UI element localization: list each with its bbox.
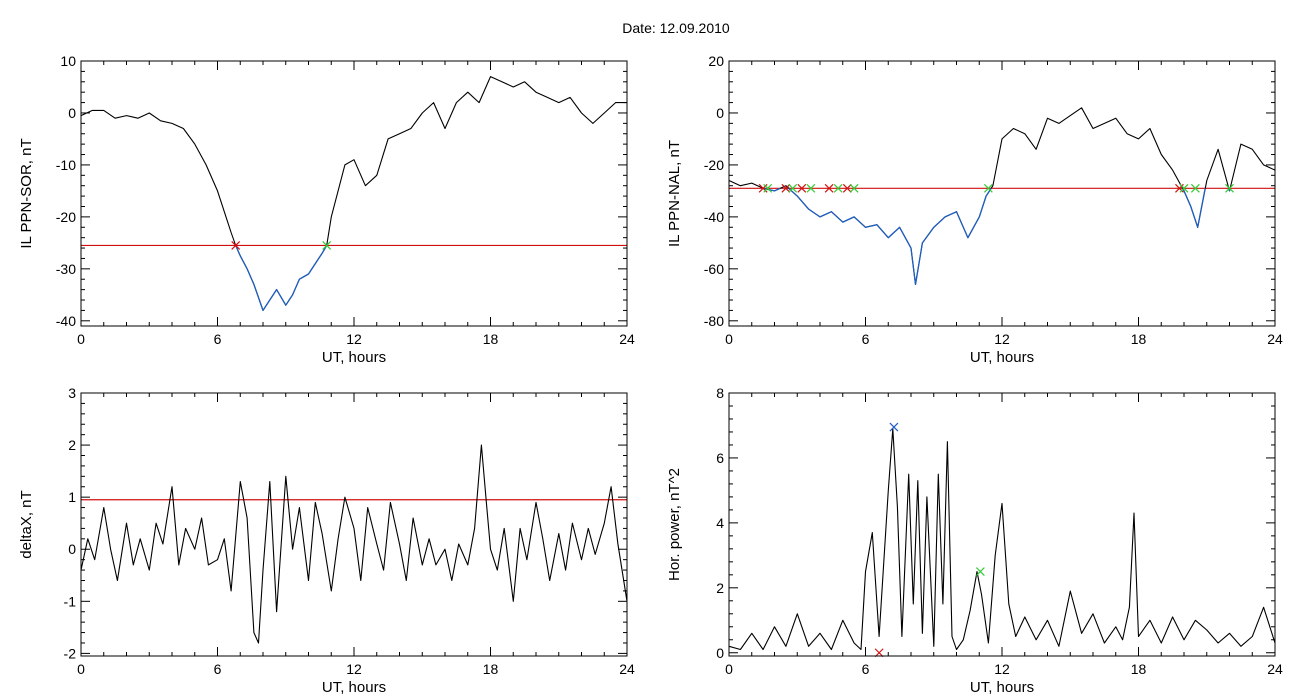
below-threshold-segment — [788, 187, 992, 286]
panel-il-ppn-sor: 0 6 12 18 24 10 0 -10 -20 -30 -40 UT, hours IL PPN-S… — [18, 53, 635, 366]
crossing-marker — [1179, 183, 1189, 193]
x-tick-label: 24 — [1267, 331, 1283, 347]
crossing-marker — [842, 183, 852, 193]
x-tick-label: 18 — [1131, 661, 1147, 677]
x-tick-label: 12 — [994, 661, 1010, 677]
y-tick-label: -40 — [56, 313, 76, 329]
below-threshold-segment — [1182, 187, 1206, 228]
x-tick-label: 0 — [77, 661, 85, 677]
series-line — [80, 444, 628, 644]
crossing-marker — [788, 183, 798, 193]
y-tick-label: -1 — [64, 593, 77, 609]
x-tick-label: 12 — [346, 331, 362, 347]
y-tick-label: 6 — [716, 450, 724, 466]
x-tick-label: 24 — [619, 331, 635, 347]
x-tick-label: 12 — [994, 331, 1010, 347]
y-axis-label: IL PPN-NAL, nT — [666, 140, 683, 247]
y-tick-label: -60 — [704, 261, 724, 277]
crossing-marker — [806, 183, 816, 193]
y-tick-label: -30 — [56, 261, 76, 277]
crossing-marker — [781, 183, 791, 193]
panel-il-ppn-nal: 0 6 12 18 24 20 0 -20 -40 -60 -80 UT, hours IL PPN-N… — [666, 53, 1283, 366]
panel-deltax: 0 6 12 18 24 3 2 1 0 -1 -2 UT, hours deltaX, nT — [18, 385, 635, 696]
axes-frame — [80, 60, 628, 327]
x-tick-label: 18 — [483, 331, 499, 347]
crossing-marker — [1190, 183, 1200, 193]
panel-hor-power: 0 6 12 18 24 8 6 4 2 0 UT, hours Hor. power, nT^2 — [666, 385, 1283, 696]
crossing-marker — [889, 422, 899, 432]
crossing-marker — [797, 183, 807, 193]
series-line — [728, 428, 1276, 651]
y-tick-label: 4 — [716, 515, 724, 531]
x-tick-label: 0 — [725, 661, 733, 677]
axes-frame — [728, 392, 1276, 657]
crossing-marker — [763, 183, 773, 193]
crossing-marker — [975, 567, 985, 577]
page-title: Date: 12.09.2010 — [622, 20, 730, 36]
y-axis-label: IL PPN-SOR, nT — [18, 138, 35, 248]
x-tick-label: 18 — [1131, 331, 1147, 347]
y-tick-label: 0 — [716, 645, 724, 661]
y-tick-label: -20 — [56, 209, 76, 225]
x-tick-label: 24 — [619, 661, 635, 677]
series-line — [80, 76, 627, 311]
crossing-marker — [983, 183, 993, 193]
crossing-marker — [231, 241, 241, 250]
y-tick-label: 10 — [60, 53, 76, 69]
below-threshold-segment — [235, 245, 328, 312]
x-tick-label: 12 — [346, 661, 362, 677]
y-tick-label: 1 — [68, 489, 76, 505]
x-tick-label: 24 — [1267, 661, 1283, 677]
x-axis-label: UT, hours — [970, 679, 1034, 696]
x-tick-label: 6 — [214, 661, 222, 677]
crossing-marker — [322, 241, 332, 250]
y-tick-label: -2 — [64, 645, 77, 661]
y-tick-label: -40 — [704, 209, 724, 225]
x-tick-label: 0 — [725, 331, 733, 347]
crossing-marker — [849, 183, 859, 193]
x-tick-label: 0 — [77, 331, 85, 347]
crossing-marker — [833, 183, 843, 193]
y-axis-label: deltaX, nT — [18, 490, 35, 558]
y-tick-label: 20 — [708, 53, 724, 69]
y-tick-label: -20 — [704, 157, 724, 173]
x-axis-label: UT, hours — [970, 349, 1034, 366]
y-tick-label: 8 — [716, 385, 724, 401]
x-tick-label: 6 — [862, 661, 870, 677]
y-tick-label: 2 — [716, 580, 724, 596]
y-axis-label: Hor. power, nT^2 — [666, 468, 683, 581]
y-tick-label: 0 — [68, 105, 76, 121]
x-axis-label: UT, hours — [322, 679, 386, 696]
crossing-marker — [1225, 183, 1234, 193]
series-line — [728, 107, 1276, 285]
y-tick-label: -10 — [56, 157, 76, 173]
x-tick-label: 6 — [862, 331, 870, 347]
axes-frame — [728, 60, 1276, 327]
x-tick-label: 6 — [214, 331, 222, 347]
crossing-marker — [874, 648, 884, 658]
axes-frame — [80, 392, 628, 657]
y-tick-label: 3 — [68, 385, 76, 401]
x-tick-label: 18 — [483, 661, 499, 677]
y-tick-label: -80 — [704, 313, 724, 329]
y-tick-label: 0 — [716, 105, 724, 121]
y-tick-label: 0 — [68, 541, 76, 557]
y-tick-label: 2 — [68, 437, 76, 453]
x-axis-label: UT, hours — [322, 349, 386, 366]
crossing-marker — [824, 183, 834, 193]
